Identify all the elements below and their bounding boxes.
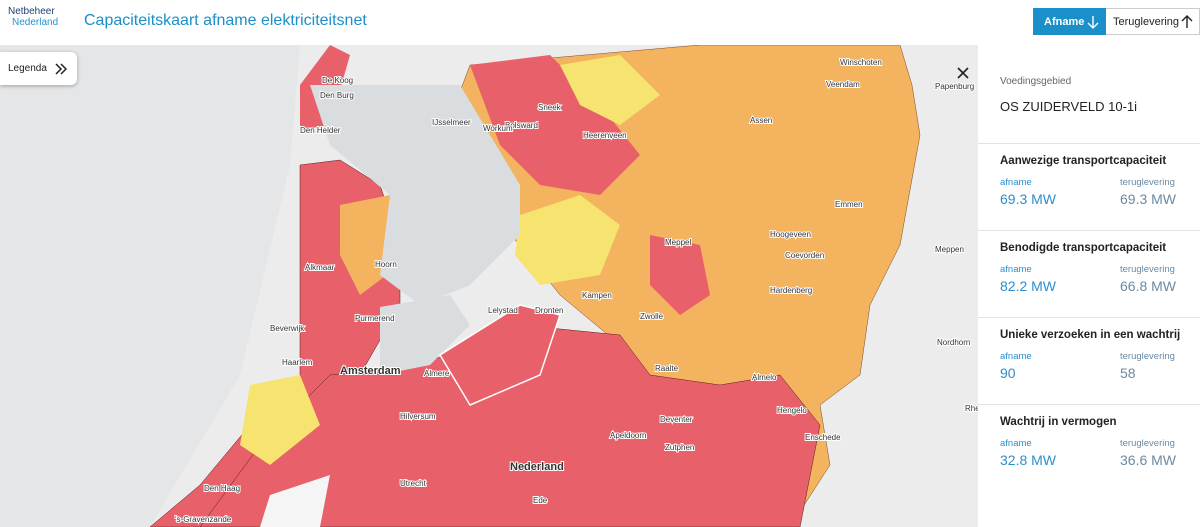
map-label: Apeldoorn xyxy=(610,431,646,440)
map-label: Veendam xyxy=(826,80,860,89)
afname-value: 90 xyxy=(1000,365,1016,381)
section-title: Wachtrij in vermogen xyxy=(1000,416,1117,428)
region-white xyxy=(260,475,330,527)
region-yellow xyxy=(240,375,320,465)
map-label: Meppel xyxy=(665,238,691,247)
map-label: Beverwijk xyxy=(270,324,305,333)
logo-text: Nederland xyxy=(12,17,59,28)
teruglevering-value: 69.3 MW xyxy=(1120,191,1177,207)
map-label: Almelo xyxy=(752,373,777,382)
map-label: Raalte xyxy=(655,364,679,373)
header: Netbeheer Nederland Capaciteitskaart afn… xyxy=(0,0,1200,45)
map-label: Hoogeveen xyxy=(770,230,811,239)
region-red xyxy=(470,55,640,195)
map-label: Ede xyxy=(533,496,548,505)
map-label: Rheine xyxy=(965,404,978,413)
teruglevering-value: 66.8 MW xyxy=(1120,278,1177,294)
map-label: Emmen xyxy=(835,200,863,209)
region-red xyxy=(650,235,710,315)
afname-value: 69.3 MW xyxy=(1000,191,1057,207)
legend-button[interactable]: Legenda xyxy=(0,52,77,85)
lake xyxy=(380,295,470,375)
map-label: Nederland xyxy=(510,461,564,473)
map-label: Workum xyxy=(483,124,513,133)
afname-label: afname xyxy=(1000,177,1032,188)
afname-label: afname xyxy=(1000,264,1032,275)
close-button[interactable] xyxy=(956,66,970,80)
map-label: Meppen xyxy=(935,245,964,254)
teruglevering-label: teruglevering xyxy=(1120,177,1175,188)
panel-name: OS ZUIDERVELD 10-1i xyxy=(1000,99,1138,114)
section-title: Unieke verzoeken in een wachtrij xyxy=(1000,329,1181,341)
arrow-down-icon xyxy=(1087,16,1099,29)
afname-label: afname xyxy=(1000,438,1032,449)
map-label: Deventer xyxy=(660,415,693,424)
teruglevering-value: 58 xyxy=(1120,365,1136,381)
map-label: Haarlem xyxy=(282,358,313,367)
map-label: Assen xyxy=(750,116,772,125)
map-label: Sneek xyxy=(538,103,562,112)
map-labels: De Koog Den Burg Den Helder IJsselmeer Bolsw… xyxy=(174,57,978,525)
map-label: Heerenveen xyxy=(583,131,627,140)
region-yellow xyxy=(560,55,660,125)
map-label: Papenburg xyxy=(935,82,974,91)
tab-label: Afname xyxy=(1044,15,1085,28)
map-label: Den Haag xyxy=(204,484,240,493)
map-label: Dronten xyxy=(535,306,563,315)
map-label: Amsterdam xyxy=(340,365,401,377)
map-label: Alkmaar xyxy=(305,263,335,272)
map-label: Nordhorn xyxy=(937,338,970,347)
map-label: Zutphen xyxy=(665,443,694,452)
tab-afname[interactable]: Afname xyxy=(1033,8,1106,35)
region-yellow xyxy=(515,195,620,285)
teruglevering-label: teruglevering xyxy=(1120,351,1175,362)
arrow-up-icon xyxy=(1181,15,1193,28)
separator xyxy=(978,317,1200,318)
selected-region[interactable] xyxy=(438,304,561,406)
map-label: Lelystad xyxy=(488,306,518,315)
afname-value: 82.2 MW xyxy=(1000,278,1057,294)
sea xyxy=(0,45,300,527)
panel-label: Voedingsgebied xyxy=(1000,76,1072,87)
map-label: Zwolle xyxy=(640,312,664,321)
map-label: 's-Gravenzande xyxy=(175,515,232,524)
logo-text: Netbeheer xyxy=(8,6,55,17)
afname-value: 32.8 MW xyxy=(1000,452,1057,468)
info-panel: Voedingsgebied OS ZUIDERVELD 10-1i Aanwe… xyxy=(978,45,1200,527)
logo[interactable]: Netbeheer Nederland xyxy=(8,6,58,28)
map-label: Almere xyxy=(424,369,450,378)
afname-label: afname xyxy=(1000,351,1032,362)
separator xyxy=(978,230,1200,231)
map-label: Hengelo xyxy=(777,406,807,415)
section-title: Aanwezige transportcapaciteit xyxy=(1000,155,1167,167)
map-label: Den Burg xyxy=(320,91,354,100)
tab-teruglevering[interactable]: Teruglevering xyxy=(1106,8,1200,35)
map-label: Kampen xyxy=(582,291,612,300)
map-label: Hardenberg xyxy=(770,286,812,295)
map-label: Den Helder xyxy=(300,126,341,135)
map-label: Purmerend xyxy=(355,314,395,323)
map-label: IJsselmeer xyxy=(432,118,471,127)
separator xyxy=(978,404,1200,405)
map-label: Hilversum xyxy=(400,412,436,421)
map-label: Winschoten xyxy=(840,58,882,67)
lake xyxy=(310,85,520,305)
page-title: Capaciteitskaart afname elektriciteitsne… xyxy=(84,12,367,29)
map-label: Utrecht xyxy=(400,479,427,488)
tab-label: Teruglevering xyxy=(1113,15,1180,28)
legend-label: Legenda xyxy=(8,63,47,74)
chevron-icon xyxy=(55,63,67,75)
map-label: De Koog xyxy=(322,76,353,85)
map-label: Coevorden xyxy=(785,251,824,260)
map-label: Enschede xyxy=(805,433,841,442)
map-label: Bolsward xyxy=(505,121,538,130)
teruglevering-label: teruglevering xyxy=(1120,264,1175,275)
map[interactable]: De Koog Den Burg Den Helder IJsselmeer Bolsw… xyxy=(0,45,978,527)
teruglevering-label: teruglevering xyxy=(1120,438,1175,449)
map-label: Hoorn xyxy=(375,260,397,269)
teruglevering-value: 36.6 MW xyxy=(1120,452,1177,468)
separator xyxy=(978,143,1200,144)
section-title: Benodigde transportcapaciteit xyxy=(1000,242,1167,254)
